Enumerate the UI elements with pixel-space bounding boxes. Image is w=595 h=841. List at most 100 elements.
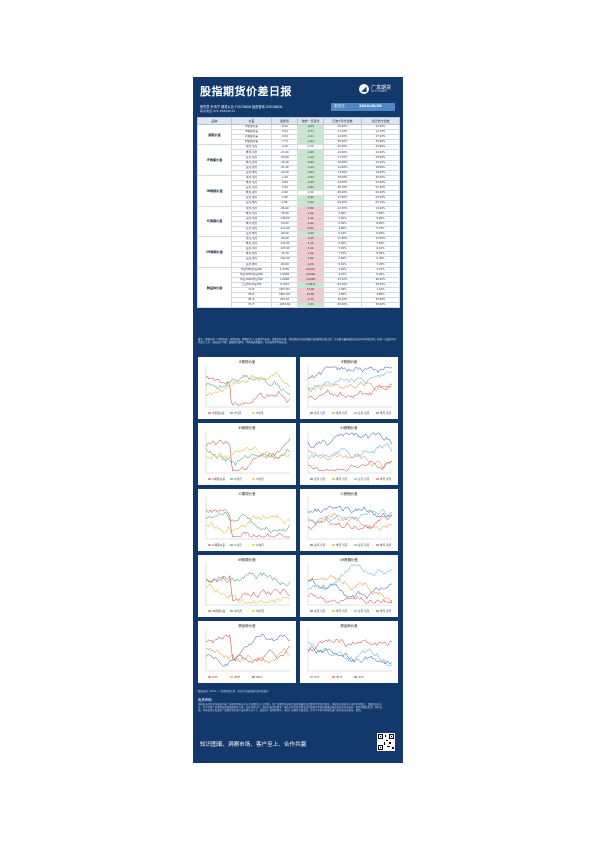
report-sheet: 股指期货价差日报 ◢ 广发期货 GF FUTURES 研究员 叶倩宁 期货从业 … xyxy=(193,77,403,763)
pct-all: 38.60% xyxy=(361,302,400,309)
date-value: 2024/08/26 xyxy=(359,104,382,108)
table-row: IH-IF -1053.60 -3.20 60.60% 38.60% xyxy=(198,302,400,309)
chart-panel: IM期现价差 IM期现价差 IM当月 IM次月 xyxy=(198,555,296,617)
legend-swatch xyxy=(310,412,313,414)
row-name: IH-IF xyxy=(231,302,272,309)
legend-swatch xyxy=(332,676,335,678)
chart-panel: IC跨期价差 次月-当月 季月-当月 远月-当月 季月-次月 xyxy=(300,489,398,551)
date-box: 发布日 2024/08/26 xyxy=(331,103,395,111)
series-line xyxy=(307,593,393,604)
legend-swatch xyxy=(230,478,233,480)
legend-swatch xyxy=(376,412,379,414)
legend-label: IM次月 xyxy=(256,609,265,613)
series-line xyxy=(205,574,291,602)
series-line xyxy=(307,383,393,400)
legend-swatch xyxy=(230,412,233,414)
legend-swatch xyxy=(376,478,379,480)
chart-svg: IF期现价差 IF当月 IF次月 xyxy=(205,365,291,415)
legend-label: 远月-当月 xyxy=(358,477,370,481)
chart-svg: 次月-当月 季月-当月 远月-当月 季月-次月 xyxy=(307,431,393,481)
legend-swatch xyxy=(252,412,255,414)
series-line xyxy=(307,449,393,470)
col-header: 最新值 xyxy=(271,117,298,125)
spread-table: 品种 价差 最新值 较前一日变化 历史1年分位数 全历史分位数 期现价差 IF期现… xyxy=(197,117,400,309)
series-line xyxy=(307,577,393,600)
legend-label: IC期现价差 xyxy=(212,543,225,547)
company-slogan: 知识图谱、洞察市场、客户至上、合作共赢 xyxy=(200,742,307,748)
chart-svg: IC-IF IM-IF IH-IF xyxy=(307,629,393,679)
logo-text: 广发期货 xyxy=(371,85,392,91)
table-row: 远月-当月 -3.20 -0.60 40.70% 52.30% xyxy=(198,185,400,192)
legend-label: IF次月 xyxy=(256,411,264,415)
col-header: 品种 xyxy=(197,117,232,125)
chart-svg: IM期现价差 IM当月 IM次月 xyxy=(205,563,291,613)
legend-swatch xyxy=(252,544,255,546)
table-row: IM-IF 1801.56 15.60 4.80% 3.80% xyxy=(198,292,400,299)
group-label: 期现价差 xyxy=(197,123,232,146)
legend-label: 远月-当月 xyxy=(358,543,370,547)
group-label: IC跨期价差 xyxy=(197,205,232,238)
series-line xyxy=(205,371,291,397)
logo-mark-icon: ◢ xyxy=(359,84,369,94)
col-header: 历史1年分位数 xyxy=(323,117,362,125)
chart-panel: IF期现价差 IF期现价差 IF当月 IF次月 xyxy=(198,357,296,419)
legend-swatch xyxy=(230,544,233,546)
chart-panel: 跨品种价差 IC-IF IM-IF IH-IF xyxy=(300,621,398,683)
chart-panel: IH跨期价差 次月-当月 季月-当月 远月-当月 季月-次月 xyxy=(300,423,398,485)
series-line xyxy=(307,432,393,449)
series-line xyxy=(307,515,393,531)
chart-title: IM期现价差 xyxy=(238,558,256,562)
chart-svg: 次月-当月 季月-当月 远月-当月 季月-次月 xyxy=(307,497,393,547)
legend-label: 远月-当月 xyxy=(358,609,370,613)
group-label: IH跨期价差 xyxy=(197,174,232,207)
chart-panel: IC期现价差 IC期现价差 IC当月 IC次月 xyxy=(198,489,296,551)
chart-panel: IM跨期价差 次月-当月 季月-当月 远月-当月 季月-次月 xyxy=(300,555,398,617)
contact-line: 联系电话 020-88818010 xyxy=(200,109,236,113)
disclaimer-text: 本报告中的信息均来源于被广发期货有限公司认为可靠的已公开资料，但广发期货对这些信… xyxy=(198,703,383,712)
report-title: 股指期货价差日报 xyxy=(200,85,292,98)
latest-value: -1053.60 xyxy=(271,302,298,309)
legend-swatch xyxy=(354,544,357,546)
chart-panel: 跨品种价差 IC/IF IM/IF IM/IC xyxy=(198,621,296,683)
chart-title: IF跨期价差 xyxy=(340,360,358,364)
legend-label: 次月-当月 xyxy=(314,543,326,547)
table-row: 上证50/沪深300 0.7042 -0.0011 60.30% 48.30% xyxy=(198,281,400,289)
chart-title: 跨品种价差 xyxy=(340,624,358,628)
qr-code-icon xyxy=(377,733,395,751)
legend-swatch xyxy=(208,478,211,480)
legend-label: IC当月 xyxy=(234,543,242,547)
series-line xyxy=(205,634,291,664)
group-label: IF跨期价差 xyxy=(197,144,232,176)
series-line xyxy=(205,448,291,466)
legend-label: IM/IF xyxy=(234,675,241,679)
logo-subtext: GF FUTURES xyxy=(371,90,387,93)
report-header: 股指期货价差日报 ◢ 广发期货 GF FUTURES 研究员 叶倩宁 期货从业 … xyxy=(193,77,403,117)
legend-swatch xyxy=(252,478,255,480)
legend-label: IM-IF xyxy=(336,675,343,679)
chart-panel: IH期现价差 IH期现价差 IH当月 IH次月 xyxy=(198,423,296,485)
legend-label: IM期现价差 xyxy=(212,609,226,613)
chart-svg: 次月-当月 季月-当月 远月-当月 季月-次月 xyxy=(307,365,393,415)
legend-label: IH次月 xyxy=(256,477,264,481)
series-line xyxy=(205,446,291,460)
chart-title: IH期现价差 xyxy=(238,426,256,430)
legend-label: IF期现价差 xyxy=(212,411,225,415)
chart-title: IM跨期价差 xyxy=(340,558,358,562)
table-body: 期现价差 IF期现价差 -8.16 -0.65 25.40% 22.30% IH期现价差 -5… xyxy=(197,123,400,309)
chart-title: IC期现价差 xyxy=(238,492,256,496)
legend-swatch xyxy=(310,478,313,480)
chart-svg: IC期现价差 IC当月 IC次月 xyxy=(205,497,291,547)
table-header-row: 品种 价差 最新值 较前一日变化 历史1年分位数 全历史分位数 xyxy=(197,117,400,125)
table-row: IM期现价差 -7.71 -1.64 30.00% 39.40% xyxy=(198,139,400,146)
series-line xyxy=(307,506,393,518)
legend-swatch xyxy=(332,478,335,480)
legend-label: 季月-次月 xyxy=(380,477,392,481)
series-line xyxy=(205,511,291,533)
chart-title: IH跨期价差 xyxy=(340,426,358,430)
series-line xyxy=(307,366,393,380)
col-header: 全历史分位数 xyxy=(361,117,400,125)
series-line xyxy=(205,583,291,604)
table-row: IH跨期价差 次月-当月 -1.40 -0.20 38.00% 40.50% xyxy=(197,174,400,207)
table-row: 季月-次月 -19.40 -0.60 18.40% 19.10% xyxy=(198,159,400,166)
legend-swatch xyxy=(354,676,357,678)
